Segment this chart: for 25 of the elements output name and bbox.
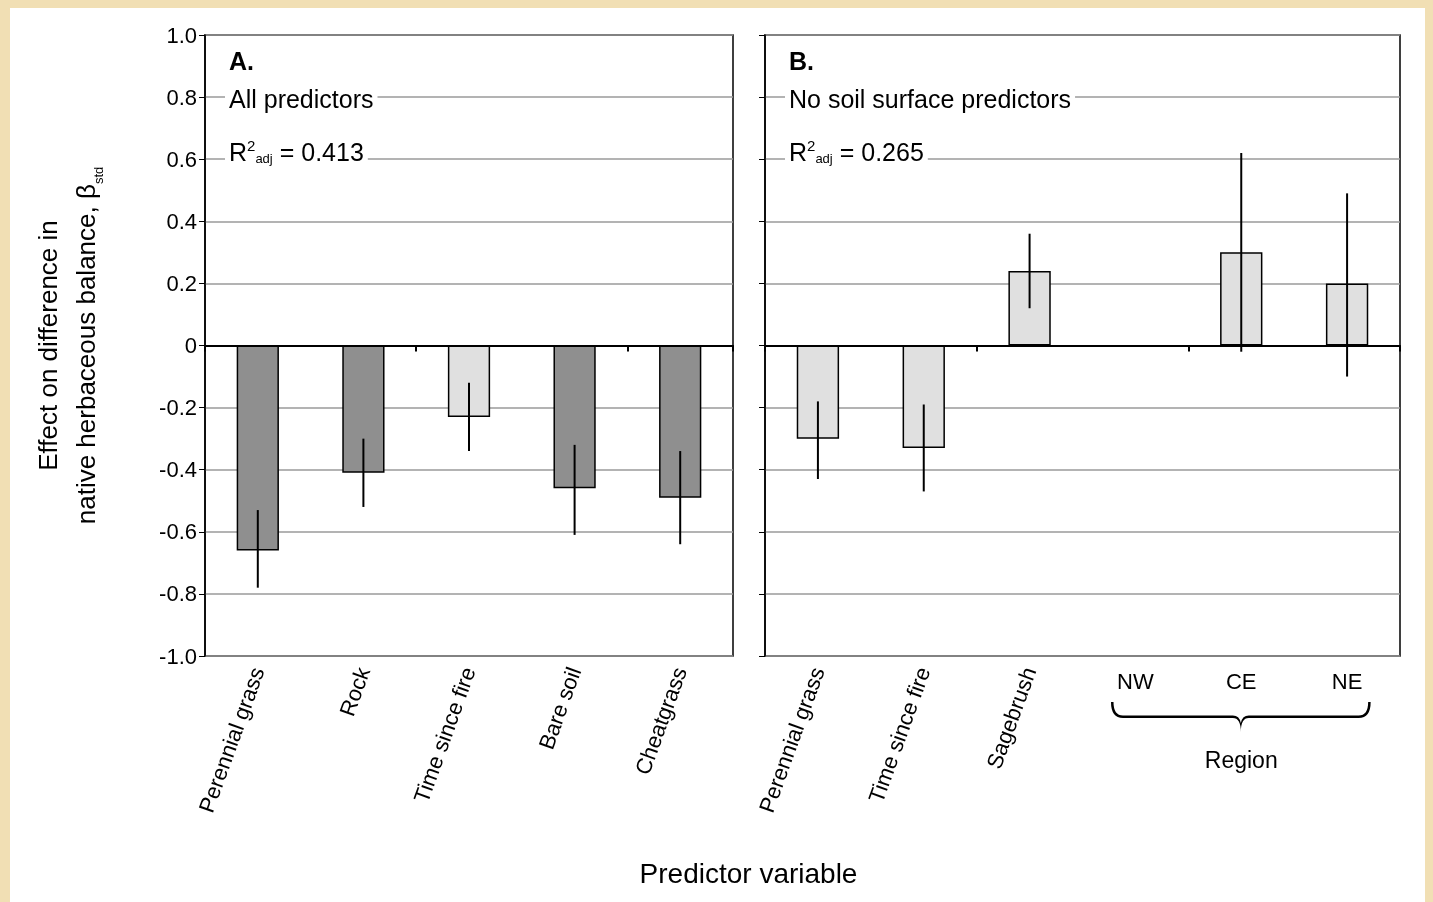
x-tick-label: Rock [334,662,376,720]
x-axis-title: Predictor variable [638,858,859,890]
annotation: A. [229,46,254,75]
x-tick-label: NE [1331,668,1363,694]
annotation: B. [789,46,814,75]
y-tick-label: -0.4 [159,457,197,483]
y-tick-label: -0.2 [159,395,197,421]
y-tick-label: 0.8 [166,84,197,110]
x-tick-label: CE [1225,668,1257,694]
y-tick-label: 1.0 [166,22,197,48]
x-tick-label: NW [1117,668,1154,694]
y-tick-label: 0 [184,333,197,358]
y-tick-label: -1.0 [159,643,197,669]
y-tick-label: -0.8 [159,581,197,607]
annotation: No soil surface predictors [789,84,1072,113]
annotation: All predictors [229,84,374,113]
y-tick-label: 0.4 [166,208,197,234]
x-tick-label: Bare soil [533,663,587,753]
y-tick-label: -0.6 [159,519,197,545]
text: Region [1204,747,1278,773]
y-tick-label: 0.6 [166,146,197,172]
x-tick-label: Time since fire [863,663,936,806]
y-axis-title: Effect on difference in native herbaceous balance, βstd [33,166,106,525]
y-tick-label: 0.2 [166,270,197,296]
x-tick-label: Time since fire [408,663,481,806]
